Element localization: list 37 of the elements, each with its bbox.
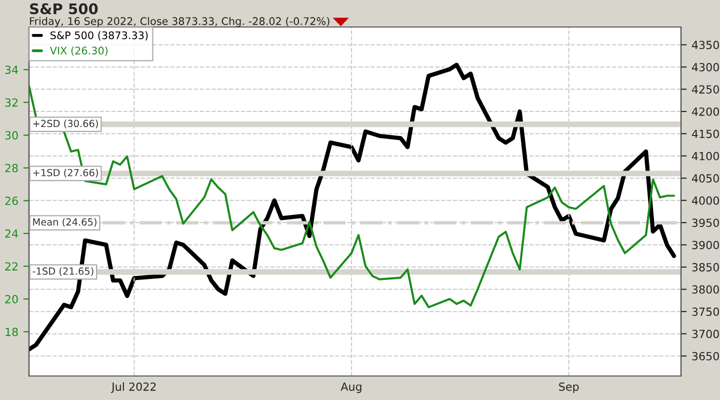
line-series <box>29 62 676 352</box>
y2-tick-label: 4100 <box>692 152 719 160</box>
y-tick-label: 28 <box>5 164 18 172</box>
y2-tick-label: 4050 <box>692 174 719 183</box>
chart-subtitle: Friday, 16 Sep 2022, Close 3873.33, Chg. -28.02 (-0.72%) <box>30 17 330 28</box>
ref-line-label: -1SD (21.65) <box>32 267 94 276</box>
y-tick-label: 34 <box>5 66 18 74</box>
y2-tick-label: 3850 <box>692 263 719 272</box>
ref-line-label: Mean (24.65) <box>33 218 96 227</box>
y-tick-label: 32 <box>5 98 18 107</box>
legend-label: VIX (26.30) <box>50 46 108 56</box>
y2-tick-label: 3650 <box>692 352 719 360</box>
y-tick-label: 30 <box>5 131 18 140</box>
y2-tick-label: 3750 <box>692 308 719 316</box>
ref-line-label: +1SD (27.66) <box>33 168 98 178</box>
y2-tick-label: 3950 <box>692 218 719 227</box>
y-tick-label: 24 <box>5 229 18 238</box>
y-tick-label: 22 <box>5 262 18 270</box>
legend-label: S&P 500 (3873.33) <box>50 31 148 40</box>
x-tick-label: Aug <box>340 382 362 394</box>
y-tick-label: 20 <box>5 294 18 304</box>
y2-tick-label: 3800 <box>692 285 719 294</box>
x-tick-label: Sep <box>559 382 579 394</box>
line-series <box>29 84 676 308</box>
y2-tick-label: 4350 <box>692 40 719 50</box>
y2-tick-label: 4300 <box>692 62 719 72</box>
y2-tick-label: 4000 <box>692 196 719 205</box>
y2-tick-label: 4250 <box>692 85 719 94</box>
y-tick-label: 26 <box>5 196 18 206</box>
y2-tick-label: 3900 <box>692 240 719 250</box>
x-tick-label: Jul 2022 <box>110 382 156 393</box>
ref-line-label: +2SD (30.66) <box>33 120 98 128</box>
y-tick-label: 18 <box>6 328 18 336</box>
y2-tick-label: 4200 <box>692 107 719 116</box>
chart-title: S&P 500 <box>30 3 98 14</box>
y2-tick-label: 4150 <box>692 130 719 138</box>
y2-tick-label: 3700 <box>692 330 719 338</box>
